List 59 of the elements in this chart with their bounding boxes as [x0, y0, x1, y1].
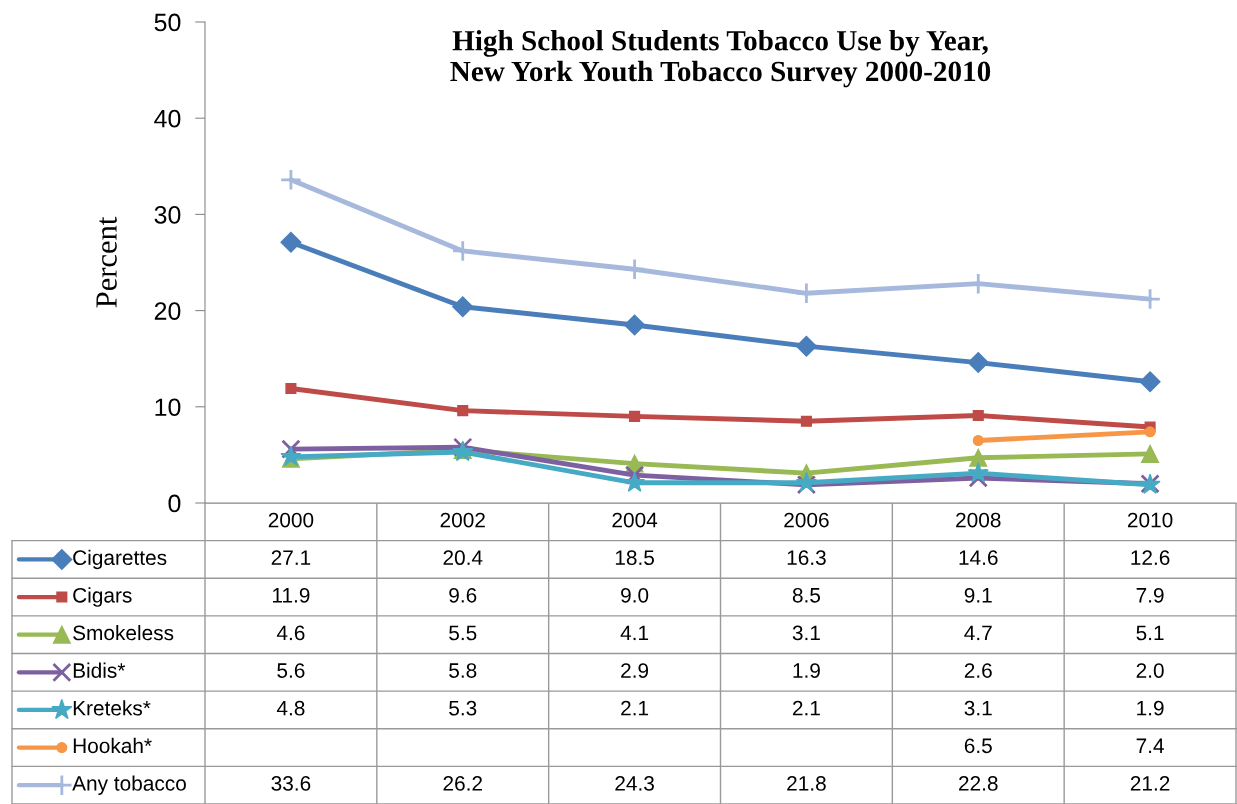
legend-label: Cigarettes	[73, 549, 167, 570]
data-label: 27.1	[271, 550, 311, 565]
data-label: 14.6	[959, 550, 998, 566]
y-tick-label: 0	[168, 494, 181, 513]
x-tick-label: 2000	[268, 512, 314, 528]
data-label: 21.2	[1130, 776, 1170, 791]
data-label: 5.1	[1136, 625, 1164, 641]
data-label: 2.6	[964, 663, 992, 678]
data-label: 9.6	[449, 587, 477, 603]
legend-label: Kreteks*	[73, 700, 151, 716]
data-label: 21.8	[787, 776, 826, 791]
data-label: 9.1	[964, 587, 992, 603]
data-label: 18.5	[615, 550, 654, 566]
data-label: 12.6	[1131, 550, 1170, 566]
y-tick-label: 50	[154, 13, 181, 32]
data-label: 9.0	[621, 587, 649, 603]
data-label: 4.8	[276, 700, 305, 716]
x-tick-label: 2006	[784, 512, 829, 528]
data-label: 33.6	[271, 776, 311, 791]
y-tick-label: 20	[154, 302, 181, 320]
data-label: 5.3	[449, 700, 477, 716]
data-label: 3.1	[792, 625, 820, 641]
data-label: 8.5	[792, 587, 821, 603]
data-label: 5.6	[277, 663, 305, 678]
y-tick-label: 30	[154, 206, 181, 224]
y-axis-title: Percent	[96, 216, 117, 308]
data-label: 4.7	[964, 625, 992, 641]
y-tick-label: 10	[155, 398, 181, 417]
x-tick-label: 2010	[1127, 512, 1173, 528]
data-label: 22.8	[959, 776, 998, 791]
legend-label: Any tobacco	[72, 775, 186, 795]
data-label: 24.3	[615, 776, 654, 791]
legend-label: Bidis*	[73, 662, 126, 678]
legend-label: Cigars	[73, 587, 132, 607]
data-label: 16.3	[787, 550, 826, 566]
legend-label: Smokeless	[73, 624, 174, 641]
data-label: 5.8	[449, 663, 477, 678]
y-tick-label: 40	[154, 109, 181, 128]
data-label: 1.9	[1137, 700, 1164, 716]
data-label: 6.5	[964, 738, 992, 754]
data-label: 2.1	[792, 700, 820, 716]
data-label: 1.9	[793, 663, 820, 678]
data-label: 2.1	[621, 700, 649, 716]
data-label: 7.9	[1136, 587, 1164, 603]
x-tick-label: 2002	[440, 512, 485, 528]
data-label: 2.9	[621, 663, 649, 678]
data-label: 7.4	[1136, 738, 1164, 753]
data-label: 3.1	[964, 700, 992, 716]
data-label: 4.6	[276, 625, 305, 641]
data-label: 5.5	[449, 625, 477, 641]
data-label: 2.0	[1136, 663, 1164, 678]
x-tick-label: 2008	[956, 512, 1001, 528]
x-tick-label: 2004	[612, 512, 658, 528]
data-label: 20.4	[443, 550, 483, 566]
data-label: 26.2	[443, 776, 482, 791]
legend-label: Hookah*	[73, 737, 152, 754]
text: High School Students Tobacco Use by Year, New York Youth Tobacco Survey 2000-2010	[450, 30, 991, 88]
data-label: 11.9	[273, 587, 310, 603]
data-label: 4.1	[620, 625, 649, 641]
